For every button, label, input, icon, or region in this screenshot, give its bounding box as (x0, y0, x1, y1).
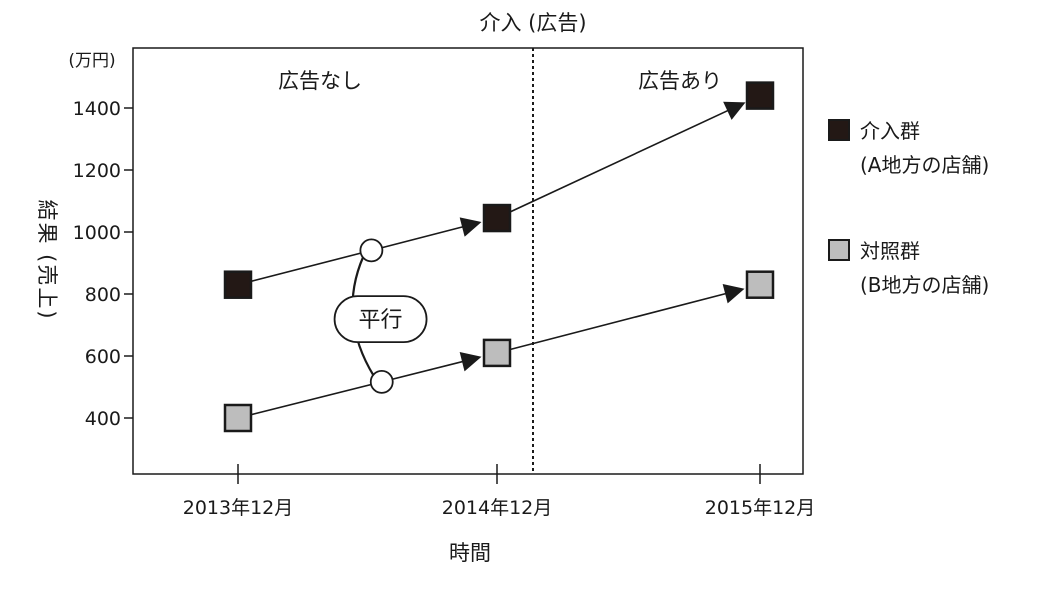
y-tick-label: 800 (85, 284, 121, 306)
y-tick-label: 1000 (73, 222, 121, 244)
series-arrow-treatment (507, 101, 746, 214)
data-point-treatment (745, 81, 775, 110)
y-tick-label: 1200 (73, 160, 121, 182)
parallel-label-pill (333, 295, 428, 344)
series-arrow-control (249, 351, 482, 416)
region-label-before: 広告なし (278, 69, 362, 93)
legend: 介入群 (A地方の店舗) 対照群 (B地方の店舗) (828, 119, 989, 297)
legend-swatch-treatment (828, 119, 850, 141)
y-tick-label: 400 (85, 408, 121, 430)
legend-label-treatment: 介入群 (860, 119, 920, 143)
legend-sublabel-control: (B地方の店舗) (860, 273, 989, 297)
chart-title: 介入 (広告) (479, 11, 586, 35)
x-axis: 2013年12月 2014年12月 2015年12月 (183, 464, 816, 519)
x-tick-label: 2013年12月 (183, 497, 294, 519)
x-tick-label: 2015年12月 (705, 497, 816, 519)
y-axis: 400 600 800 1000 1200 1400 (73, 98, 133, 430)
y-unit-label: (万円) (68, 51, 115, 71)
parallel-marker (359, 238, 384, 263)
plot-area (132, 47, 804, 475)
y-tick-label: 600 (85, 346, 121, 368)
legend-label-control: 対照群 (860, 239, 920, 263)
y-tick-label: 1400 (73, 98, 121, 120)
data-point-control (482, 338, 512, 368)
legend-sublabel-treatment: (A地方の店舗) (860, 153, 989, 177)
series-layer (223, 81, 775, 433)
x-tick-label: 2014年12月 (442, 497, 553, 519)
x-axis-label: 時間 (449, 541, 491, 565)
data-point-treatment (223, 270, 253, 299)
data-point-treatment (482, 203, 512, 233)
data-point-control (745, 270, 775, 299)
region-label-after: 広告あり (638, 69, 722, 93)
series-arrow-control (508, 284, 745, 351)
parallel-marker (369, 369, 394, 394)
y-axis-label: 結果 (売上) (35, 199, 59, 320)
parallel-annotation: 平行 (333, 238, 428, 394)
data-point-control (223, 403, 253, 433)
parallel-label: 平行 (359, 308, 403, 333)
legend-swatch-control (828, 239, 850, 261)
